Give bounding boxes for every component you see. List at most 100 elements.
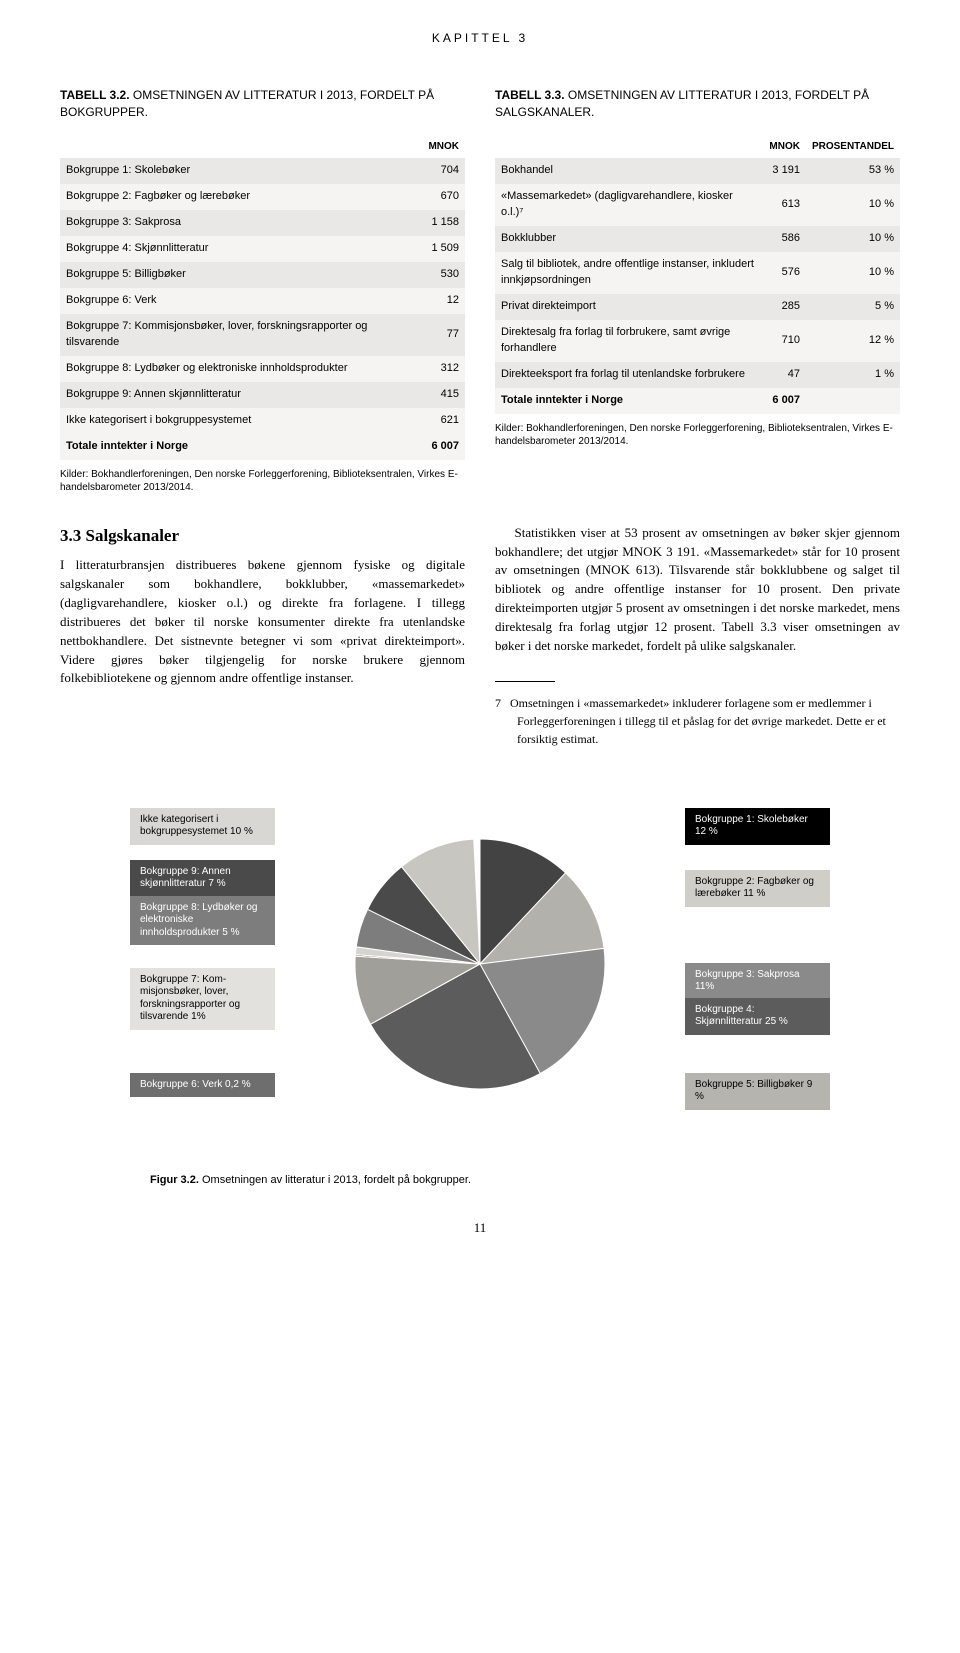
section-33-left: 3.3 Salgskanaler I litteraturbransjen di… — [60, 524, 465, 748]
figure-32-inner: Ikke kategorisert i bokgruppesystemet 10… — [110, 798, 850, 1168]
table-cell-value: 704 — [422, 158, 465, 184]
table-cell-label: Bokklubber — [495, 226, 763, 252]
table-cell-label: Bokgruppe 7: Kommisjonsbøker, lover, for… — [60, 314, 422, 356]
section-33-right-para: Statistikken viser at 53 prosent av omse… — [495, 524, 900, 656]
section-33-right: Statistikken viser at 53 prosent av omse… — [495, 524, 900, 748]
table-cell-value: 12 — [422, 288, 465, 314]
table-row: Bokklubber58610 % — [495, 226, 900, 252]
pie-chart — [350, 834, 610, 1094]
table-cell-label: Salg til bibliotek, andre offentlige ins… — [495, 252, 763, 294]
table-cell-value: 312 — [422, 356, 465, 382]
table-row: Direktesalg fra forlag til forbrukere, s… — [495, 320, 900, 362]
table-33: MNOK PROSENTANDEL Bokhandel3 19153 %«Mas… — [495, 136, 900, 414]
figure-32-caption-bold: Figur 3.2. — [150, 1174, 199, 1186]
table-cell-label: Ikke kategorisert i bokgruppesystemet — [60, 408, 422, 434]
table-cell-label: Totale inntekter i Norge — [60, 434, 422, 460]
figure-32-area: Ikke kategorisert i bokgruppesystemet 10… — [60, 798, 900, 1168]
table32-caption: TABELL 3.2. OMSETNINGEN AV LITTERATUR I … — [60, 87, 465, 121]
table-cell-label: Bokhandel — [495, 158, 763, 184]
table33-header-blank — [495, 136, 763, 159]
table-cell-value: 3 191 — [763, 158, 806, 184]
table-cell-label: «Massemarkedet» (dagligvarehandlere, kio… — [495, 184, 763, 226]
table-cell-label: Direktesalg fra forlag til forbrukere, s… — [495, 320, 763, 362]
table-cell-value: 6 007 — [763, 388, 806, 414]
section-33-row: 3.3 Salgskanaler I litteraturbransjen di… — [60, 524, 900, 748]
table-33-col: TABELL 3.3. OMSETNINGEN AV LITTERATUR I … — [495, 87, 900, 493]
table-cell-label: Bokgruppe 4: Skjønnlitteratur — [60, 236, 422, 262]
table-cell-value: 47 — [763, 362, 806, 388]
table33-header-mnok: MNOK — [763, 136, 806, 159]
table-cell-value: 710 — [763, 320, 806, 362]
table-cell-value: 285 — [763, 294, 806, 320]
page-number: 11 — [60, 1219, 900, 1238]
table-cell-label: Bokgruppe 2: Fagbøker og lærebøker — [60, 184, 422, 210]
table-cell-pct: 53 % — [806, 158, 900, 184]
pie-label-left: Bokgruppe 6: Verk 0,2 % — [130, 1073, 275, 1098]
table-cell-pct: 10 % — [806, 252, 900, 294]
table-cell-label: Bokgruppe 5: Billigbøker — [60, 262, 422, 288]
table-cell-value: 77 — [422, 314, 465, 356]
table-row-total: Totale inntekter i Norge6 007 — [495, 388, 900, 414]
table32-header-blank — [60, 136, 422, 159]
tables-row: TABELL 3.2. OMSETNINGEN AV LITTERATUR I … — [60, 87, 900, 493]
table-row: Bokgruppe 2: Fagbøker og lærebøker670 — [60, 184, 465, 210]
table-cell-label: Bokgruppe 9: Annen skjønnlitteratur — [60, 382, 422, 408]
table33-caption: TABELL 3.3. OMSETNINGEN AV LITTERATUR I … — [495, 87, 900, 121]
footnote-divider — [495, 681, 555, 682]
table-row: Bokgruppe 7: Kommisjonsbøker, lover, for… — [60, 314, 465, 356]
table32-header-mnok: MNOK — [422, 136, 465, 159]
footnote-num: 7 — [495, 696, 501, 710]
pie-label-right: Bokgruppe 1: Skolebøker 12 % — [685, 808, 830, 845]
table-row: Ikke kategorisert i bokgruppesystemet621 — [60, 408, 465, 434]
table-cell-value: 586 — [763, 226, 806, 252]
table-cell-pct: 5 % — [806, 294, 900, 320]
table-row: Direkteeksport fra forlag til utenlandsk… — [495, 362, 900, 388]
table-cell-value: 621 — [422, 408, 465, 434]
table-cell-value: 576 — [763, 252, 806, 294]
pie-label-left: Ikke kategorisert i bokgruppesystemet 10… — [130, 808, 275, 845]
table-row-total: Totale inntekter i Norge6 007 — [60, 434, 465, 460]
table33-header-pct: PROSENTANDEL — [806, 136, 900, 159]
table-cell-label: Bokgruppe 1: Skolebøker — [60, 158, 422, 184]
table-row: Bokgruppe 6: Verk12 — [60, 288, 465, 314]
pie-label-right: Bokgruppe 2: Fagbøker og lærebøker 11 % — [685, 870, 830, 907]
table-cell-label: Bokgruppe 3: Sakprosa — [60, 210, 422, 236]
pie-label-right: Bokgruppe 3: Sakprosa 11% — [685, 963, 830, 1000]
table-row: Bokgruppe 1: Skolebøker704 — [60, 158, 465, 184]
table-cell-value: 530 — [422, 262, 465, 288]
table-row: Bokgruppe 5: Billigbøker530 — [60, 262, 465, 288]
table-cell-value: 1 158 — [422, 210, 465, 236]
figure-32-caption: Figur 3.2. Omsetningen av litteratur i 2… — [150, 1173, 900, 1189]
pie-label-right: Bokgruppe 4: Skjønnlitteratur 25 % — [685, 998, 830, 1035]
figure-32-caption-rest: Omsetningen av litteratur i 2013, fordel… — [202, 1174, 471, 1186]
table-cell-pct: 10 % — [806, 184, 900, 226]
table-row: Privat direkteimport2855 % — [495, 294, 900, 320]
table-cell-label: Bokgruppe 8: Lydbøker og elektroniske in… — [60, 356, 422, 382]
table-cell-pct — [806, 388, 900, 414]
chapter-label: KAPITTEL 3 — [60, 30, 900, 47]
table-32-col: TABELL 3.2. OMSETNINGEN AV LITTERATUR I … — [60, 87, 465, 493]
table-cell-label: Bokgruppe 6: Verk — [60, 288, 422, 314]
table-cell-pct: 12 % — [806, 320, 900, 362]
table-row: Bokgruppe 4: Skjønnlitteratur1 509 — [60, 236, 465, 262]
table32-sources: Kilder: Bokhandlerforeningen, Den norske… — [60, 468, 465, 494]
table-cell-value: 1 509 — [422, 236, 465, 262]
table32-caption-title: TABELL 3.2. — [60, 88, 130, 102]
table-cell-value: 613 — [763, 184, 806, 226]
footnote-text: Omsetningen i «massemarkedet» inkluderer… — [510, 696, 886, 746]
table-cell-value: 670 — [422, 184, 465, 210]
pie-label-left: Bokgruppe 7: Kom­misjonsbøker, lover, fo… — [130, 968, 275, 1030]
table33-sources: Kilder: Bokhandlerforeningen, Den norske… — [495, 422, 900, 448]
table-cell-label: Direkteeksport fra forlag til utenlandsk… — [495, 362, 763, 388]
pie-label-left: Bokgruppe 9: Annen skjønnlitteratur 7 % — [130, 860, 275, 897]
table33-caption-title: TABELL 3.3. — [495, 88, 565, 102]
table-row: Bokhandel3 19153 % — [495, 158, 900, 184]
table-row: Bokgruppe 8: Lydbøker og elektroniske in… — [60, 356, 465, 382]
table-row: Salg til bibliotek, andre offentlige ins… — [495, 252, 900, 294]
table-row: Bokgruppe 9: Annen skjønnlitteratur415 — [60, 382, 465, 408]
pie-label-right: Bokgruppe 5: Billigbøker 9 % — [685, 1073, 830, 1110]
table-cell-value: 415 — [422, 382, 465, 408]
table-cell-value: 6 007 — [422, 434, 465, 460]
table-cell-pct: 10 % — [806, 226, 900, 252]
table-cell-pct: 1 % — [806, 362, 900, 388]
